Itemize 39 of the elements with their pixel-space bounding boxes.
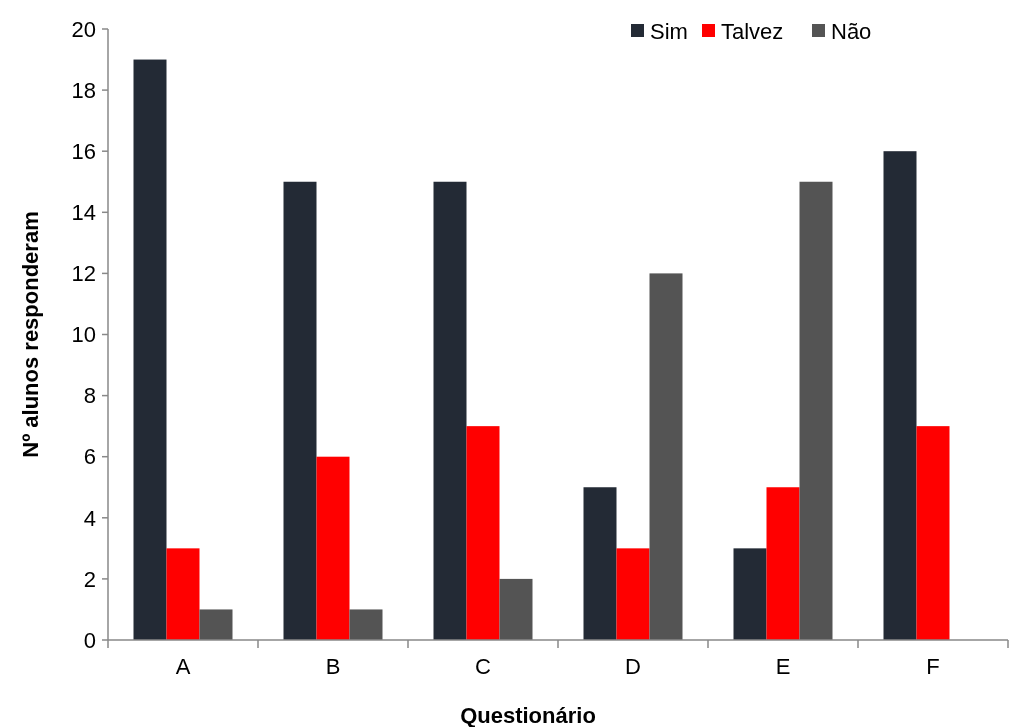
x-axis-title: Questionário [460,703,596,727]
x-tick-label: C [475,654,492,679]
bar [466,426,500,640]
bar [133,59,167,640]
bar [766,487,800,640]
y-tick-label: 2 [83,566,96,592]
bar [283,181,317,640]
bar [583,487,617,640]
bar [433,181,467,640]
legend-label: Não [831,18,872,44]
y-tick-label: 4 [83,505,96,531]
bar [799,181,833,640]
bar [349,609,383,640]
y-tick-label: 16 [71,138,96,164]
x-tick-label: B [325,654,341,679]
y-tick-label: 20 [71,16,96,42]
bar [883,151,917,640]
y-tick-label: 10 [71,322,96,348]
y-tick-label: 0 [83,627,96,653]
y-tick-label: 14 [71,200,96,225]
x-tick-label: F [926,654,940,679]
bar [616,548,650,640]
y-tick-label: 12 [71,261,96,287]
legend-label: Sim [650,18,688,44]
y-tick-label: 6 [83,444,96,470]
legend-label: Talvez [721,18,784,44]
x-tick-label: E [775,654,791,679]
bar [916,426,950,640]
y-tick-label: 8 [83,383,96,409]
bar [733,548,767,640]
x-tick-label: D [625,654,641,679]
bar [649,273,683,640]
bar [199,609,233,640]
bar [499,578,533,640]
x-tick-label: A [175,654,191,679]
y-axis-title: Nº alunos responderam [18,211,43,458]
y-tick-label: 18 [71,77,96,103]
bar [166,548,200,640]
bar [316,456,350,640]
